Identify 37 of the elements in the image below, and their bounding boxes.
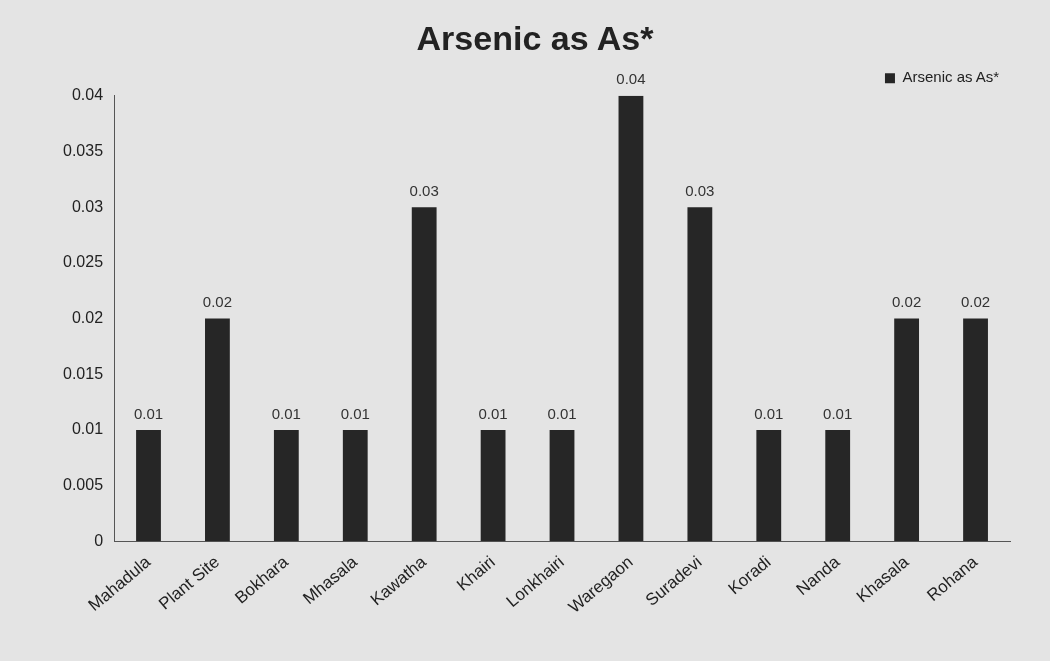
y-tick-label: 0.04 bbox=[71, 86, 104, 104]
data-label: 0.03 bbox=[685, 181, 715, 199]
data-label: 0.01 bbox=[340, 404, 370, 422]
bar bbox=[273, 429, 299, 542]
bar bbox=[205, 318, 230, 542]
bar bbox=[411, 207, 437, 542]
data-label: 0.02 bbox=[892, 293, 922, 311]
data-label: 0.01 bbox=[133, 404, 164, 422]
data-label: 0.02 bbox=[202, 293, 233, 311]
bar bbox=[825, 429, 851, 542]
y-tick-label: 0.005 bbox=[62, 476, 104, 494]
data-label: 0.01 bbox=[823, 404, 853, 422]
bar bbox=[480, 429, 506, 542]
y-tick-label: 0.035 bbox=[62, 141, 104, 159]
y-tick-label: 0.015 bbox=[62, 364, 104, 382]
data-label: 0.04 bbox=[616, 70, 646, 88]
y-tick-label: 0.025 bbox=[62, 253, 104, 271]
y-tick-label: 0 bbox=[94, 531, 104, 549]
data-label: 0.01 bbox=[547, 404, 577, 422]
bar bbox=[963, 318, 988, 542]
bar bbox=[894, 318, 920, 542]
bar bbox=[549, 429, 575, 542]
legend-label: Arsenic as As* bbox=[902, 68, 1000, 86]
bar bbox=[136, 429, 161, 542]
data-label: 0.01 bbox=[271, 404, 301, 422]
data-label: 0.03 bbox=[409, 181, 439, 199]
data-label: 0.02 bbox=[960, 293, 991, 311]
chart-title: Arsenic as As* bbox=[416, 18, 655, 57]
bar bbox=[618, 95, 644, 542]
data-label: 0.01 bbox=[478, 404, 508, 422]
bar bbox=[342, 429, 368, 542]
y-tick-label: 0.02 bbox=[71, 308, 104, 326]
data-label: 0.01 bbox=[754, 404, 784, 422]
y-tick-label: 0.03 bbox=[71, 197, 104, 215]
bar bbox=[756, 429, 782, 542]
y-tick-label: 0.01 bbox=[71, 420, 104, 438]
bar bbox=[687, 207, 713, 542]
